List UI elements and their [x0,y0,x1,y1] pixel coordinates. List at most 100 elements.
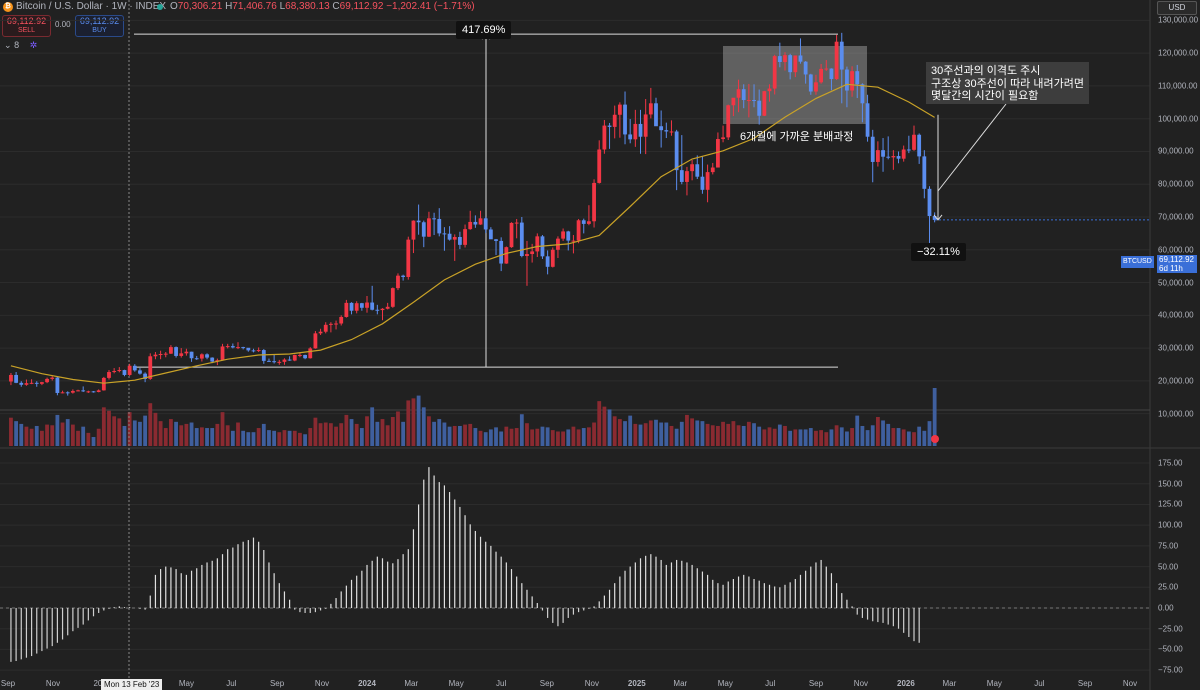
osc-axis-label: 0.00 [1158,603,1174,613]
candle-body [354,303,359,311]
price-axis-label: 60,000.00 [1158,245,1194,255]
candle-body [107,372,111,378]
volume-bar [158,421,163,446]
time-axis-label: May [717,679,733,688]
time-axis-label: Mar [942,679,957,688]
candle-body [303,354,307,359]
volume-bar [556,431,560,446]
time-axis-label: 2024 [358,679,376,688]
candle-body [607,125,612,127]
candle-body [344,302,349,317]
last-price: 69,112.92 [1159,255,1194,264]
time-axis-label: Mar [673,679,688,688]
osc-axis-label: −75.00 [1158,665,1183,675]
candle-body [396,275,400,289]
candle-body [334,323,338,325]
volume-bar [447,426,452,446]
volume-bar [845,431,849,446]
price-axis-label: 50,000.00 [1158,278,1194,288]
candle-body [576,220,581,241]
drop-arrowhead [933,214,943,221]
time-axis-label: Jul [1034,679,1045,688]
candle-body [148,356,153,379]
currency-selector[interactable]: USD [1157,1,1197,15]
high-value: 71,406.76 [232,1,277,12]
price-axis-label: 120,000.00 [1158,48,1199,58]
candle-body [886,156,891,158]
candle-body [463,229,467,245]
volume-bar [824,432,829,446]
candle-body [906,149,911,151]
volume-bar [148,403,153,446]
volume-bar [690,418,695,446]
volume-bar [819,430,824,446]
candle-body [359,303,364,308]
time-axis-label: Sep [808,679,824,688]
volume-bar [24,426,29,446]
price-axis-label: 90,000.00 [1158,146,1194,156]
symbol-title[interactable]: Bitcoin / U.S. Dollar · 1W · INDEX [16,1,167,12]
volume-bar [122,425,127,446]
volume-bar [55,414,60,446]
candle-body [685,171,689,182]
volume-bar [277,432,282,446]
volume-bar [540,426,545,446]
candle-body [24,383,29,385]
volume-bar [50,425,55,446]
volume-bar [906,431,911,446]
candle-body [375,309,380,311]
candle-body [427,218,431,237]
candle-body [50,377,55,379]
candle-body [659,126,664,131]
candle-body [865,103,870,137]
volume-bar [654,419,658,446]
candle-body [550,249,555,267]
buy-price: 69,112.92 [79,16,120,26]
volume-bar [793,429,798,446]
candle-body [617,104,622,115]
candle-body [365,302,369,308]
volume-bar [881,420,885,446]
volume-bar [922,430,927,446]
candle-body [81,390,86,392]
volume-bar [628,415,633,446]
volume-bar [700,421,705,446]
candle-body [96,390,101,393]
volume-bar [339,423,344,446]
candle-body [205,354,209,358]
candle-body [519,222,524,257]
time-axis-label: May [448,679,464,688]
candle-body [628,134,633,140]
volume-bar [230,430,235,446]
candle-body [860,84,865,104]
volume-bar [308,428,313,446]
price-axis-label: 30,000.00 [1158,343,1194,353]
candle-body [850,71,854,91]
volume-bar [891,428,896,446]
volume-bar [251,432,256,446]
candle-body [174,347,178,356]
star-icon[interactable]: ✲ [29,40,38,50]
volume-bar [860,425,865,446]
volume-bar [241,430,246,446]
volume-bar [659,422,664,446]
volume-bar [184,423,189,446]
volume-bar [566,429,571,446]
volume-bar [132,420,137,446]
indicators-toggle[interactable]: ⌄ 8 ✲ [4,40,37,51]
candle-body [143,373,148,379]
candle-body [566,231,571,241]
volume-bar [117,418,122,446]
candle-body [664,130,669,132]
volume-bar [705,423,710,446]
volume-bar [762,429,767,446]
volume-bar [421,407,426,446]
candle-body [819,68,824,83]
candle-body [261,350,266,361]
candle-body [76,390,80,392]
candle-body [762,91,767,116]
volume-bar [772,428,777,446]
candle-body [504,247,509,264]
candle-body [179,353,184,356]
